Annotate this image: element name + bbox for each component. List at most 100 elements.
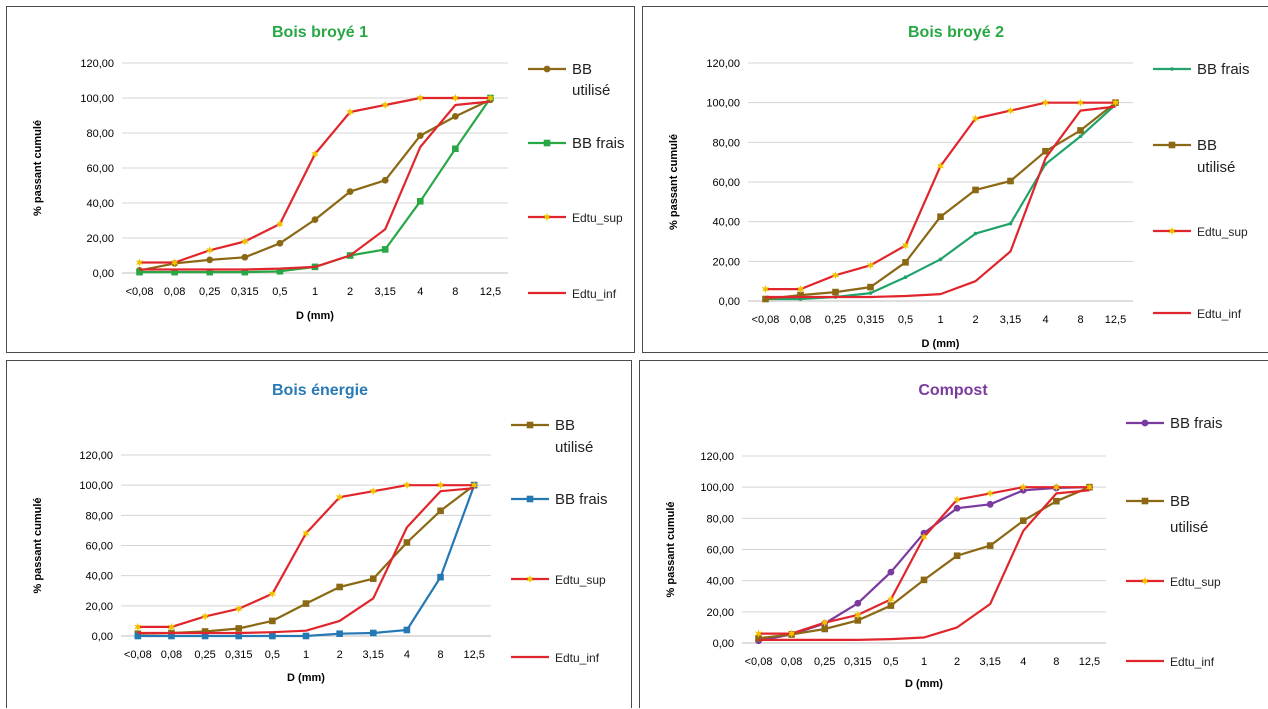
legend-marker — [543, 139, 551, 147]
x-axis-title: D (mm) — [905, 678, 943, 690]
data-point — [381, 100, 389, 110]
data-point — [867, 283, 874, 291]
legend-label: Edtu_sup — [555, 573, 606, 587]
data-point — [241, 253, 249, 261]
data-point — [336, 583, 343, 591]
series-line — [758, 489, 1090, 641]
x-tick-label: 0,25 — [825, 314, 846, 326]
data-point — [1007, 177, 1014, 185]
data-point — [821, 625, 829, 633]
y-tick-label: 60,00 — [85, 541, 113, 553]
x-tick-label: 8 — [452, 286, 458, 298]
data-point — [201, 612, 209, 621]
data-point — [821, 618, 829, 627]
data-point — [416, 93, 424, 103]
data-point — [452, 145, 459, 153]
legend-label: BB — [572, 61, 592, 78]
data-point — [762, 295, 769, 303]
x-tick-label: 2 — [347, 286, 353, 298]
legend-label: utilisé — [1170, 519, 1208, 536]
data-point — [381, 176, 389, 184]
legend-marker — [1168, 226, 1176, 236]
legend-marker — [526, 421, 534, 429]
legend-marker — [543, 212, 551, 222]
x-tick-label: 0,25 — [194, 649, 215, 661]
y-axis-title: % passant cumulé — [32, 120, 44, 216]
data-point — [302, 600, 310, 607]
data-point — [437, 507, 444, 515]
data-point — [1078, 134, 1083, 139]
data-point — [403, 539, 411, 546]
y-tick-label: 0,00 — [93, 268, 114, 280]
legend-label: Edtu_inf — [572, 287, 617, 301]
data-point — [381, 246, 389, 253]
x-axis-title: D (mm) — [296, 310, 334, 322]
x-tick-label: 2 — [337, 649, 343, 661]
data-point — [1052, 483, 1060, 492]
y-tick-label: 40,00 — [712, 217, 740, 229]
data-point — [1008, 221, 1013, 226]
data-point — [1076, 98, 1085, 107]
x-tick-label: 12,5 — [480, 286, 501, 298]
data-point — [346, 107, 354, 117]
data-point — [134, 622, 142, 632]
data-point — [854, 617, 862, 624]
data-point — [235, 625, 243, 632]
y-tick-label: 60,00 — [86, 163, 114, 175]
data-point — [437, 573, 444, 581]
chart-title: Bois broyé 1 — [272, 24, 368, 41]
data-point — [754, 629, 763, 638]
legend-label: Edtu_inf — [1170, 655, 1215, 669]
legend-label: Edtu_inf — [1197, 307, 1242, 321]
chart-svg: Bois broyé 1 0,00 20,00 40,00 60,00 80,00 100,… — [32, 24, 625, 322]
y-tick-label: 60,00 — [706, 545, 734, 557]
legend-label: BB frais — [1197, 61, 1250, 78]
legend-label: Edtu_sup — [572, 211, 623, 225]
data-point — [868, 291, 873, 295]
legend-label: BB frais — [1170, 415, 1223, 432]
chart-panel-bois-broye-1: Bois broyé 1 0,00 20,00 40,00 60,00 80,00 100,… — [6, 6, 635, 353]
legend-label: Edtu_inf — [555, 651, 600, 665]
y-tick-label: 80,00 — [706, 513, 734, 525]
data-point — [369, 487, 377, 496]
y-tick-label: 40,00 — [706, 576, 734, 588]
x-tick-label: 0,315 — [857, 314, 885, 326]
x-tick-label: 0,5 — [265, 649, 280, 661]
x-tick-label: 8 — [1053, 656, 1059, 668]
x-tick-label: 0,5 — [883, 656, 898, 668]
data-point — [973, 231, 978, 236]
series-line — [137, 484, 475, 635]
data-point — [796, 284, 805, 294]
y-tick-label: 0,00 — [713, 638, 734, 650]
data-point — [755, 635, 762, 642]
x-tick-label: 0,5 — [898, 314, 913, 326]
y-tick-label: 40,00 — [86, 198, 114, 210]
legend-marker — [1141, 419, 1149, 427]
x-tick-label: 0,08 — [781, 656, 802, 668]
x-tick-label: 4 — [1042, 314, 1048, 326]
chart-title: Bois énergie — [272, 382, 368, 399]
x-tick-label: 8 — [1077, 314, 1083, 326]
data-point — [171, 268, 178, 276]
data-point — [336, 493, 344, 502]
y-tick-label: 20,00 — [706, 607, 734, 619]
data-point — [403, 481, 411, 490]
x-tick-label: <0,08 — [126, 286, 154, 298]
x-tick-label: 0,5 — [272, 286, 287, 298]
legend-label: Edtu_sup — [1170, 575, 1221, 589]
data-point — [241, 237, 249, 246]
data-point — [168, 632, 175, 640]
series-line — [139, 97, 492, 274]
x-tick-label: 0,08 — [161, 649, 182, 661]
data-point — [1111, 98, 1120, 107]
data-point — [761, 284, 770, 294]
data-point — [206, 246, 214, 255]
data-point — [171, 258, 179, 267]
data-point — [953, 495, 961, 504]
data-point — [206, 256, 214, 264]
data-point — [201, 632, 209, 640]
data-point — [241, 268, 249, 276]
data-point — [831, 271, 840, 280]
x-tick-label: 8 — [437, 649, 443, 661]
data-point — [311, 149, 319, 159]
